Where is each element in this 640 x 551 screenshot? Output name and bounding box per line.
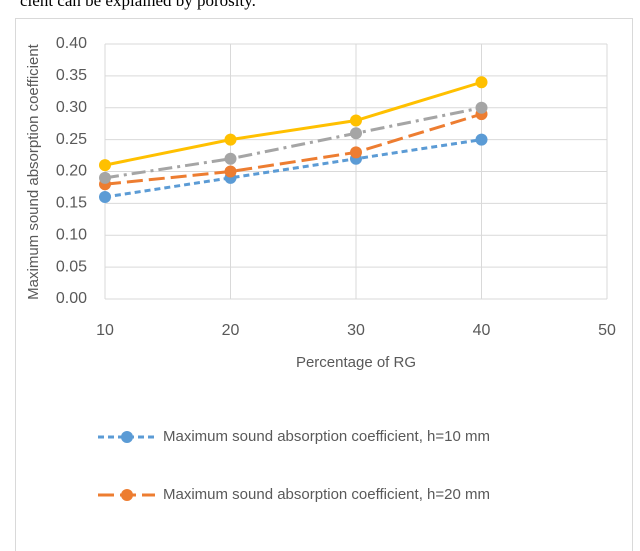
x-axis-label: Percentage of RG [296, 354, 416, 371]
text-above: cient can be explained by porosity. [20, 0, 256, 10]
y-tick-label: 0.20 [56, 163, 87, 180]
series-line [104, 80, 482, 167]
x-tick-label: 20 [222, 322, 240, 339]
legend-label: Maximum sound absorption coefficient, h=… [163, 486, 490, 503]
point [99, 171, 111, 184]
legend-label: Maximum sound absorption coefficient, h=… [163, 428, 490, 445]
point [350, 114, 362, 127]
point [350, 127, 362, 140]
y-tick-label: 0.10 [56, 226, 87, 243]
x-tick-label: 30 [347, 322, 365, 339]
y-tick-label: 0.00 [56, 290, 87, 307]
point [350, 146, 362, 159]
y-tick-label: 0.05 [56, 258, 87, 275]
point [99, 159, 111, 172]
y-tick-label: 0.30 [56, 99, 87, 116]
x-tick-label: 50 [598, 322, 616, 339]
y-tick-label: 0.40 [56, 35, 87, 52]
series-line [104, 112, 482, 186]
point [99, 191, 111, 203]
x-tick-label: 10 [96, 322, 114, 339]
point [475, 133, 488, 146]
chart-frame [15, 18, 633, 551]
legend-marker [121, 489, 133, 501]
point [475, 76, 488, 89]
series-line [104, 106, 482, 180]
series-line [104, 138, 482, 199]
legend-marker [121, 431, 133, 443]
point [224, 165, 237, 178]
point [224, 133, 237, 146]
y-axis-label: Maximum sound absorption coefficient [25, 43, 42, 300]
y-tick-label: 0.25 [56, 131, 87, 148]
x-tick-label: 40 [473, 322, 491, 339]
y-tick-label: 0.35 [56, 67, 87, 84]
point [224, 152, 237, 165]
point [475, 101, 488, 114]
y-tick-label: 0.15 [56, 195, 87, 212]
